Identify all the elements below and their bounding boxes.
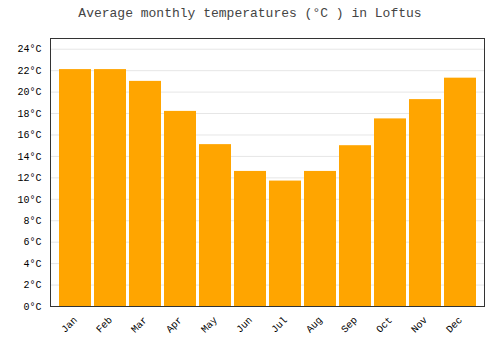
svg-text:Apr: Apr	[164, 315, 185, 336]
svg-text:Jun: Jun	[234, 315, 255, 336]
svg-text:2°C: 2°C	[23, 280, 41, 291]
svg-text:Nov: Nov	[409, 315, 430, 336]
svg-text:12°C: 12°C	[17, 173, 41, 184]
svg-text:May: May	[199, 315, 220, 336]
svg-text:22°C: 22°C	[17, 66, 41, 77]
svg-text:Feb: Feb	[94, 315, 115, 336]
svg-text:18°C: 18°C	[17, 109, 41, 120]
svg-text:4°C: 4°C	[23, 259, 41, 270]
svg-text:Sep: Sep	[339, 315, 360, 336]
svg-text:Jan: Jan	[59, 315, 80, 336]
svg-text:14°C: 14°C	[17, 152, 41, 163]
svg-text:16°C: 16°C	[17, 130, 41, 141]
svg-text:Oct: Oct	[374, 315, 395, 336]
svg-text:0°C: 0°C	[23, 302, 41, 313]
svg-text:6°C: 6°C	[23, 237, 41, 248]
html-text:Average monthly temperatures (: Average monthly temperatures (°C ) in Lo…	[78, 6, 422, 21]
svg-text:Jul: Jul	[269, 315, 290, 336]
svg-text:20°C: 20°C	[17, 87, 41, 98]
svg-text:Mar: Mar	[129, 315, 150, 336]
svg-text:Dec: Dec	[444, 315, 465, 336]
svg-text:8°C: 8°C	[23, 216, 41, 227]
svg-text:Aug: Aug	[304, 315, 325, 336]
svg-text:10°C: 10°C	[17, 195, 41, 206]
svg-text:24°C: 24°C	[17, 44, 41, 55]
